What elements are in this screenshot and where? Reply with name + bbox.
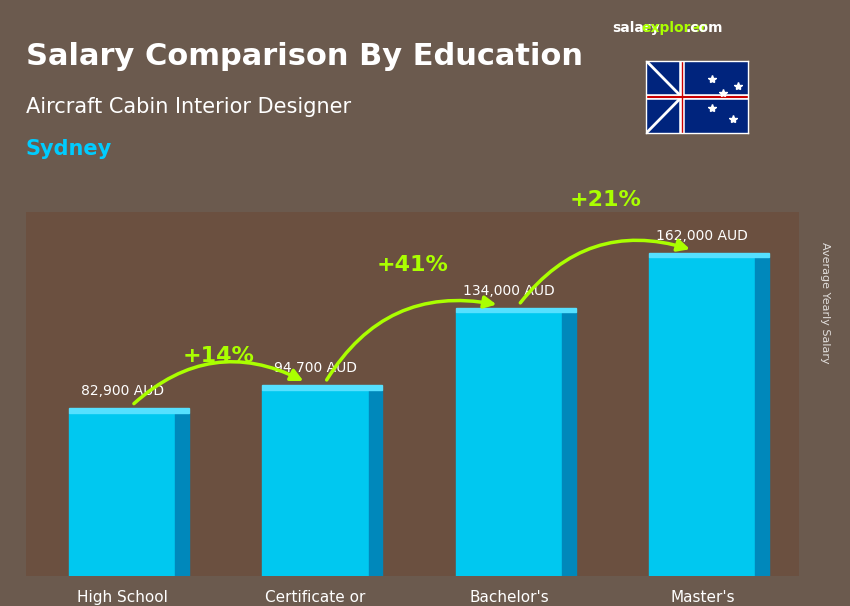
Text: Sydney: Sydney bbox=[26, 139, 111, 159]
Text: .com: .com bbox=[686, 21, 723, 35]
Text: Aircraft Cabin Interior Designer: Aircraft Cabin Interior Designer bbox=[26, 97, 350, 117]
Bar bbox=[263, 390, 369, 576]
Bar bbox=[456, 308, 575, 312]
Bar bbox=[456, 312, 562, 576]
Text: 134,000 AUD: 134,000 AUD bbox=[463, 284, 555, 298]
Bar bbox=[369, 390, 382, 576]
Bar bbox=[649, 253, 769, 258]
Text: Average Yearly Salary: Average Yearly Salary bbox=[819, 242, 830, 364]
Bar bbox=[69, 413, 175, 576]
FancyArrowPatch shape bbox=[326, 297, 493, 380]
FancyArrowPatch shape bbox=[134, 362, 300, 404]
Bar bbox=[175, 413, 189, 576]
Text: +14%: +14% bbox=[183, 346, 255, 366]
Text: 94,700 AUD: 94,700 AUD bbox=[274, 361, 357, 375]
Bar bbox=[69, 408, 189, 413]
FancyArrowPatch shape bbox=[520, 240, 686, 303]
Text: 82,900 AUD: 82,900 AUD bbox=[81, 384, 164, 398]
Bar bbox=[263, 385, 382, 390]
Text: Salary Comparison By Education: Salary Comparison By Education bbox=[26, 42, 582, 72]
Bar bbox=[649, 258, 756, 576]
Bar bbox=[562, 312, 575, 576]
Text: 162,000 AUD: 162,000 AUD bbox=[656, 228, 748, 243]
Text: +21%: +21% bbox=[570, 190, 642, 210]
Bar bbox=[756, 258, 769, 576]
Text: salary: salary bbox=[612, 21, 660, 35]
Text: explorer: explorer bbox=[642, 21, 707, 35]
Text: +41%: +41% bbox=[377, 255, 448, 275]
